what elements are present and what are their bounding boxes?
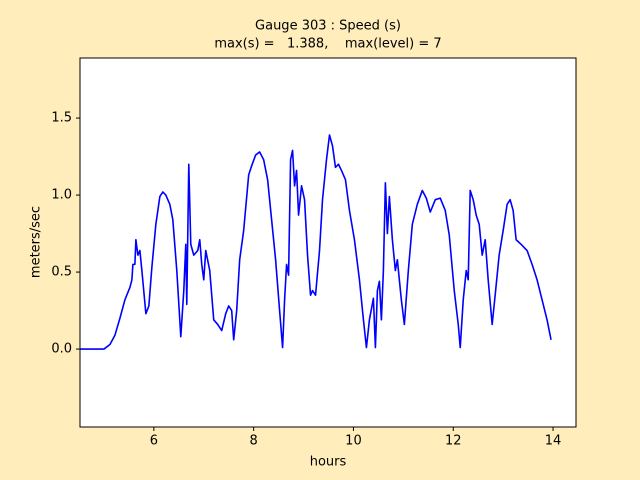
data-line — [80, 134, 552, 350]
y-tick-label: 0.5 — [51, 265, 72, 280]
chart-subtitle: max(s) = 1.388, max(level) = 7 — [214, 37, 441, 52]
x-tick-label: 12 — [445, 434, 462, 449]
y-tick-label: 1.5 — [51, 111, 72, 126]
chart-title: Gauge 303 : Speed (s) — [255, 19, 401, 34]
plot-area — [80, 58, 576, 427]
x-tick-label: 8 — [250, 434, 258, 449]
x-tick-label: 14 — [545, 434, 562, 449]
x-tick-label: 6 — [150, 434, 158, 449]
y-tick-label: 0.0 — [51, 342, 72, 357]
y-tick-label: 1.0 — [51, 188, 72, 203]
plot-frame — [79, 57, 577, 428]
y-axis-label: meters/sec — [29, 206, 44, 278]
x-axis-label: hours — [310, 455, 347, 470]
x-tick-label: 10 — [345, 434, 362, 449]
